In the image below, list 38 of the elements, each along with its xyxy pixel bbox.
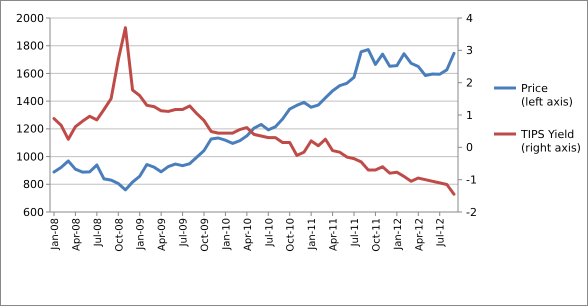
y2-tick-label: 0 (466, 141, 473, 154)
y-tick-label: 2000 (16, 12, 44, 25)
x-tick-label: Oct-09 (200, 218, 211, 252)
x-tick-label: Jul-09 (178, 218, 190, 248)
y-tick-label: 1200 (16, 122, 44, 136)
x-tick-label: Apr-08 (71, 218, 82, 251)
y2-tick-label: -1 (466, 174, 477, 187)
x-tick-label: Oct-08 (114, 218, 126, 252)
x-tick-label: Jan-10 (221, 218, 232, 251)
x-tick-label: Jan-09 (136, 218, 147, 251)
y-tick-label: 1600 (16, 67, 44, 80)
y-tick-label: 600 (23, 206, 44, 219)
y2-tick-label: -2 (466, 206, 477, 219)
x-tick-label: Jan-11 (307, 218, 318, 251)
y-tick-label: 1800 (16, 40, 44, 53)
x-tick-label: Apr-09 (157, 218, 168, 251)
x-tick-label: Jul-08 (92, 218, 104, 248)
y2-tick-label: 4 (466, 12, 473, 25)
y2-tick-label: 3 (466, 44, 473, 58)
x-tick-label: Apr-11 (328, 218, 340, 251)
x-tick-label: Apr-10 (242, 218, 254, 251)
x-tick-label: Jul-10 (264, 218, 276, 248)
x-tick-label: Oct-10 (286, 218, 297, 252)
x-tick-label: Jul-11 (350, 218, 361, 248)
x-tick-label: Oct-11 (371, 218, 382, 252)
y-tick-label: 1400 (16, 94, 44, 108)
y-tick-label: 1000 (16, 150, 44, 164)
x-tick-label: Jan-08 (50, 218, 61, 251)
legend-label: Price (left axis) (521, 82, 573, 109)
x-tick-label: Jul-12 (436, 218, 447, 248)
x-tick-label: Jan-12 (392, 218, 404, 251)
y2-tick-label: 2 (466, 76, 473, 90)
y-tick-label: 800 (23, 178, 44, 192)
y2-tick-label: 1 (466, 108, 473, 122)
legend-label: TIPS Yield (right axis) (520, 128, 581, 155)
line-series (52, 26, 456, 196)
line-series (52, 48, 456, 192)
x-tick-label: Apr-12 (414, 218, 426, 251)
